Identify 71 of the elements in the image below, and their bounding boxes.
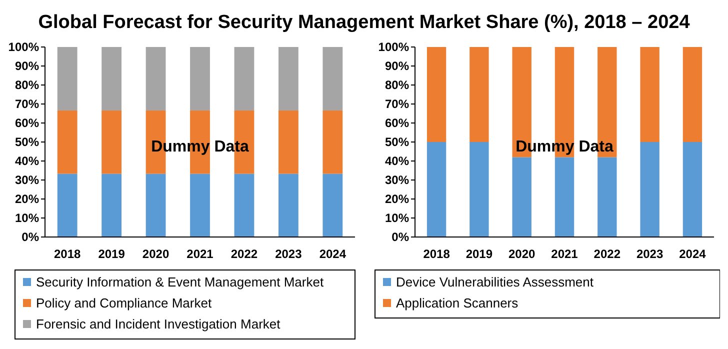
y-tick-label: 0% <box>392 230 410 244</box>
bar <box>322 47 343 110</box>
bar <box>190 174 210 237</box>
y-tick-label: 10% <box>14 211 40 226</box>
bar <box>278 110 298 174</box>
bar <box>234 174 254 237</box>
y-tick-label: 30% <box>14 173 40 188</box>
y-tick-label: 40% <box>14 154 40 168</box>
bar <box>470 47 489 142</box>
y-tick-label: 70% <box>14 97 40 112</box>
x-tick-label: 2019 <box>466 247 493 261</box>
y-tick-label: 50% <box>14 135 40 150</box>
bar <box>322 110 343 174</box>
bar <box>146 174 166 237</box>
bar <box>426 142 446 237</box>
legend-label: Forensic and Incident Investigation Market <box>36 316 281 332</box>
y-tick-label: 80% <box>14 78 40 92</box>
y-tick-label: 90% <box>14 59 40 74</box>
x-tick-label: 2022 <box>594 247 621 261</box>
bar <box>278 47 298 110</box>
y-tick-label: 60% <box>14 116 40 130</box>
x-tick-label: 2021 <box>186 247 214 261</box>
legend-label: Security Information & Event Management Market <box>36 274 324 290</box>
bar <box>682 47 702 142</box>
bar <box>57 174 78 237</box>
y-tick-label: 100% <box>378 40 410 54</box>
bar <box>598 157 617 237</box>
x-tick-label: 2023 <box>275 247 302 261</box>
legend-label: Application Scanners <box>396 296 519 311</box>
bar <box>470 142 489 237</box>
bar <box>57 47 78 110</box>
bar <box>512 157 532 237</box>
bar <box>278 174 298 237</box>
y-tick-label: 100% <box>8 40 40 54</box>
bar <box>640 142 660 237</box>
y-tick-label: 0% <box>22 230 40 244</box>
y-tick-label: 20% <box>14 192 40 206</box>
bar <box>322 174 343 237</box>
bar <box>682 142 702 237</box>
x-tick-label: 2023 <box>636 247 664 261</box>
x-tick-label: 2018 <box>54 247 81 261</box>
x-tick-label: 2024 <box>319 247 346 261</box>
x-tick-label: 2020 <box>508 247 536 261</box>
bar <box>102 110 122 174</box>
x-tick-label: 2020 <box>142 247 170 261</box>
y-tick-label: 10% <box>384 211 410 226</box>
x-tick-label: 2019 <box>98 247 126 261</box>
chart-title: Global Forecast for Security Management Market Share (%), 2018 – 2024 <box>38 12 690 33</box>
bar <box>554 157 574 237</box>
y-tick-label: 40% <box>384 154 410 168</box>
x-tick-label: 2021 <box>551 247 578 261</box>
bar <box>146 47 166 110</box>
bar <box>640 47 660 142</box>
y-tick-label: 90% <box>384 59 410 74</box>
y-tick-label: 20% <box>384 192 410 206</box>
y-tick-label: 80% <box>384 78 410 92</box>
legend-label: Policy and Compliance Market <box>36 296 212 311</box>
bar <box>190 47 210 110</box>
legend-label: Device Vulnerabilities Assessment <box>396 274 594 290</box>
y-tick-label: 50% <box>384 135 410 150</box>
x-tick-label: 2018 <box>423 247 450 261</box>
bar <box>426 47 446 142</box>
x-tick-label: 2024 <box>679 247 706 261</box>
bar <box>57 110 78 174</box>
y-tick-label: 70% <box>384 97 410 112</box>
bar <box>102 47 122 110</box>
x-tick-label: 2022 <box>230 247 258 261</box>
y-tick-label: 60% <box>384 116 410 130</box>
y-tick-label: 30% <box>384 173 410 188</box>
bar <box>234 47 254 110</box>
bar <box>102 174 122 237</box>
